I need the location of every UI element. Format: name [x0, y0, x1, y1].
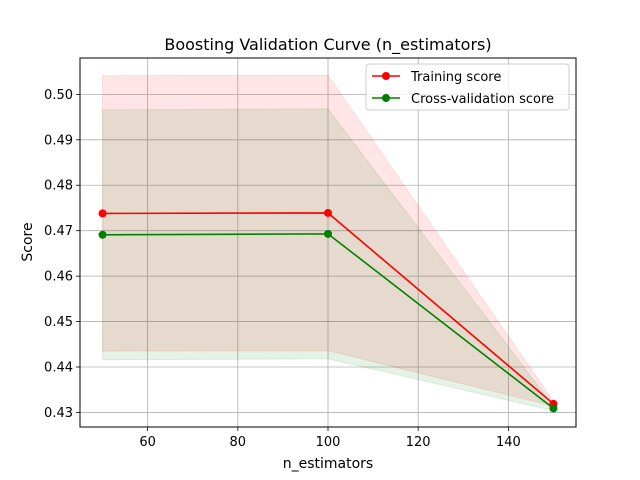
y-tick-label: 0.44	[44, 361, 73, 376]
x-tick-label: 120	[406, 435, 431, 450]
x-tick-label: 100	[316, 435, 341, 450]
x-tick-label: 140	[496, 435, 521, 450]
data-point-0	[324, 208, 332, 217]
data-point-0	[98, 209, 107, 218]
y-tick-label: 0.46	[44, 270, 73, 285]
y-axis-label: Score	[20, 222, 36, 261]
data-point-1	[324, 229, 332, 238]
x-tick-label: 80	[230, 435, 247, 450]
x-tick-label: 60	[139, 435, 156, 450]
y-tick-label: 0.47	[44, 224, 73, 239]
legend-marker-training	[382, 72, 390, 80]
legend-label-cv: Cross-validation score	[411, 92, 554, 107]
y-tick-label: 0.43	[44, 406, 73, 421]
legend-marker-cv	[382, 94, 390, 102]
grid	[80, 58, 576, 427]
y-tick-label: 0.49	[44, 133, 73, 148]
x-axis-label: n_estimators	[283, 456, 373, 472]
y-tick-label: 0.45	[44, 315, 73, 330]
legend: Training score Cross-validation score	[365, 63, 570, 111]
axis-ticks: 60 80 100 120 140 0.43 0.44 0.45 0.46 0.47 0.48 0.4…	[44, 88, 521, 450]
y-tick-label: 0.50	[44, 88, 73, 103]
series-markers	[98, 208, 558, 413]
data-point-1	[98, 230, 107, 239]
legend-label-training: Training score	[410, 70, 501, 85]
chart-title: Boosting Validation Curve (n_estimators)	[164, 35, 491, 55]
legend-box	[365, 63, 570, 111]
confidence-bands	[102, 74, 554, 412]
data-point-1	[549, 404, 558, 413]
y-tick-label: 0.48	[44, 179, 73, 194]
